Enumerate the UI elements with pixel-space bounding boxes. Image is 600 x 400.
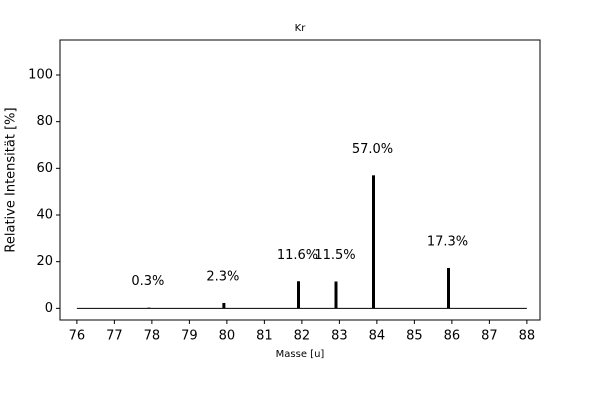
value-label: 11.6% bbox=[277, 248, 318, 263]
x-tick-label: 80 bbox=[219, 329, 236, 344]
y-tick-label: 0 bbox=[45, 301, 53, 316]
y-tick-label: 40 bbox=[36, 208, 53, 223]
x-tick-label: 84 bbox=[369, 329, 386, 344]
bar bbox=[372, 175, 375, 309]
x-tick-label: 77 bbox=[106, 329, 123, 344]
plot-frame bbox=[59, 39, 541, 321]
x-tick-label: 88 bbox=[519, 329, 536, 344]
x-tick-label: 78 bbox=[144, 329, 161, 344]
bar bbox=[447, 267, 450, 309]
x-tick-label: 79 bbox=[181, 329, 198, 344]
x-tick-label: 82 bbox=[294, 329, 311, 344]
y-tick-label: 100 bbox=[28, 68, 53, 83]
value-label: 2.3% bbox=[206, 269, 239, 284]
value-label: 57.0% bbox=[352, 142, 393, 157]
value-label: 17.3% bbox=[427, 234, 468, 249]
bar bbox=[297, 281, 300, 309]
bar bbox=[334, 281, 338, 309]
y-tick-label: 80 bbox=[36, 114, 53, 129]
x-tick-label: 81 bbox=[256, 329, 273, 344]
x-tick-label: 76 bbox=[69, 329, 86, 344]
y-axis-label: Relative Intensität [%] bbox=[4, 107, 19, 252]
value-label: 0.3% bbox=[131, 274, 164, 289]
y-tick-label: 60 bbox=[36, 161, 53, 176]
chart-title: Kr bbox=[295, 23, 307, 34]
value-label: 11.5% bbox=[314, 248, 355, 263]
x-axis-label: Masse [u] bbox=[276, 349, 325, 360]
y-tick-label: 20 bbox=[36, 254, 53, 269]
x-tick-label: 83 bbox=[331, 329, 348, 344]
bar bbox=[222, 302, 226, 309]
x-tick-label: 87 bbox=[481, 329, 498, 344]
bar bbox=[147, 307, 151, 309]
x-tick-label: 85 bbox=[406, 329, 423, 344]
x-tick-label: 86 bbox=[444, 329, 461, 344]
